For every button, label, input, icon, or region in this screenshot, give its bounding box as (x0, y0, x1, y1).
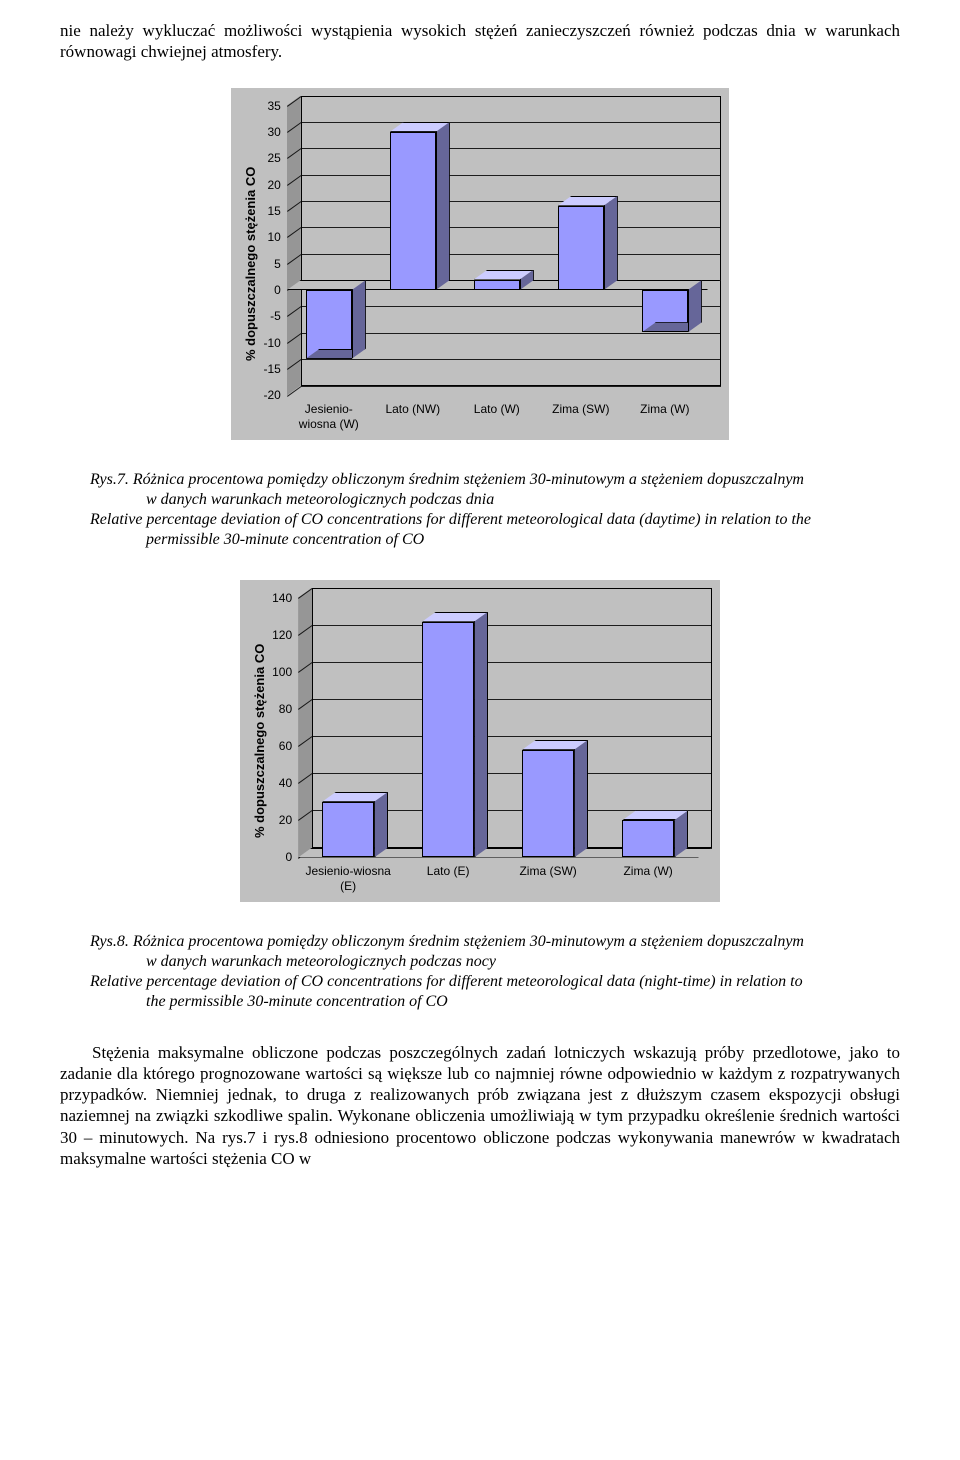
chart2-plot-area (298, 588, 712, 858)
x-category-label: Zima (W) (623, 402, 707, 432)
chart2-y-ticks: 140120100806040200 (272, 588, 298, 858)
caption2-en-line1: Relative percentage deviation of CO conc… (90, 973, 803, 990)
body-paragraph: Stężenia maksymalne obliczone podczas po… (60, 1042, 900, 1170)
chart2-x-labels: Jesienio-wiosna(E)Lato (E)Zima (SW)Zima … (298, 864, 698, 894)
caption2-pl-line2: w danych warunkach meteorologicznych pod… (90, 952, 900, 972)
chart2-y-axis-label: % dopuszczalnego stężenia CO (248, 588, 272, 894)
caption2-en-line2: the permissible 30-minute concentration … (90, 992, 900, 1012)
caption-1: Rys.7. Różnica procentowa pomiędzy oblic… (90, 470, 900, 550)
x-category-label: Zima (W) (598, 864, 698, 894)
x-category-label: Lato (NW) (371, 402, 455, 432)
caption1-fignum: Rys.7. (90, 471, 129, 488)
caption1-pl-line1: Różnica procentowa pomiędzy obliczonym ś… (133, 471, 804, 488)
caption1-pl-line2: w danych warunkach meteorologicznych pod… (90, 490, 900, 510)
chart1-plot-area (287, 96, 721, 396)
chart1-y-axis-label: % dopuszczalnego stężenia CO (239, 96, 263, 432)
chart1-x-labels: Jesienio-wiosna (W)Lato (NW)Lato (W)Zima… (287, 402, 707, 432)
chart-2: % dopuszczalnego stężenia CO 14012010080… (60, 580, 900, 902)
intro-paragraph: nie należy wykluczać możliwości wystąpie… (60, 20, 900, 63)
x-category-label: Zima (SW) (539, 402, 623, 432)
chart1-y-ticks: 35302520151050-5-10-15-20 (263, 96, 286, 396)
chart-1: % dopuszczalnego stężenia CO 35302520151… (60, 88, 900, 440)
x-category-label: Lato (W) (455, 402, 539, 432)
caption1-en-line2: permissible 30-minute concentration of C… (90, 530, 900, 550)
caption-2: Rys.8. Różnica procentowa pomiędzy oblic… (90, 932, 900, 1012)
x-category-label: Jesienio-wiosna (W) (287, 402, 371, 432)
caption1-en-line1: Relative percentage deviation of CO conc… (90, 511, 811, 528)
caption2-pl-line1: Różnica procentowa pomiędzy obliczonym ś… (133, 933, 804, 950)
caption2-fignum: Rys.8. (90, 933, 129, 950)
x-category-label: Jesienio-wiosna(E) (298, 864, 398, 894)
x-category-label: Zima (SW) (498, 864, 598, 894)
x-category-label: Lato (E) (398, 864, 498, 894)
